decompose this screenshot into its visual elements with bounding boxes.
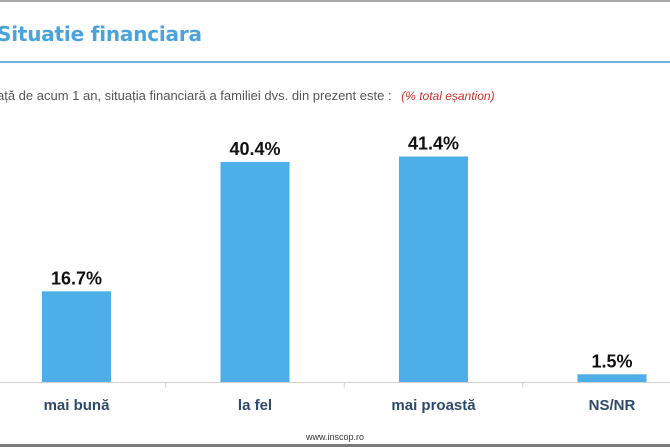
source-footer: www.inscop.ro [305,432,365,442]
page-title: Situatie financiara [0,22,202,46]
labels-layer: 16.7% mai bună 40.4% la fel 41.4% mai proastă… [44,134,636,415]
bar-3 [577,374,647,383]
title-divider [0,61,670,63]
top-border [0,0,670,2]
bars-layer [42,156,647,383]
bar-1 [220,161,290,383]
question-text: ață de acum 1 an, situația financiară a … [0,88,495,103]
category-label-0: mai bună [44,397,111,414]
value-label-2: 41.4% [408,134,459,154]
x-axis-ticks [165,382,524,388]
value-label-1: 40.4% [229,139,280,159]
bar-0 [42,291,111,383]
category-label-1: la fel [238,397,272,414]
category-label-2: mai proastă [391,397,476,414]
question-label: ață de acum 1 an, situația financiară a … [0,88,392,103]
value-label-3: 1.5% [591,351,632,371]
value-label-0: 16.7% [51,268,102,288]
bottom-border [0,444,670,447]
sample-note: (% total eșantion) [401,89,495,103]
category-label-3: NS/NR [589,397,636,414]
bar-2 [399,156,468,383]
